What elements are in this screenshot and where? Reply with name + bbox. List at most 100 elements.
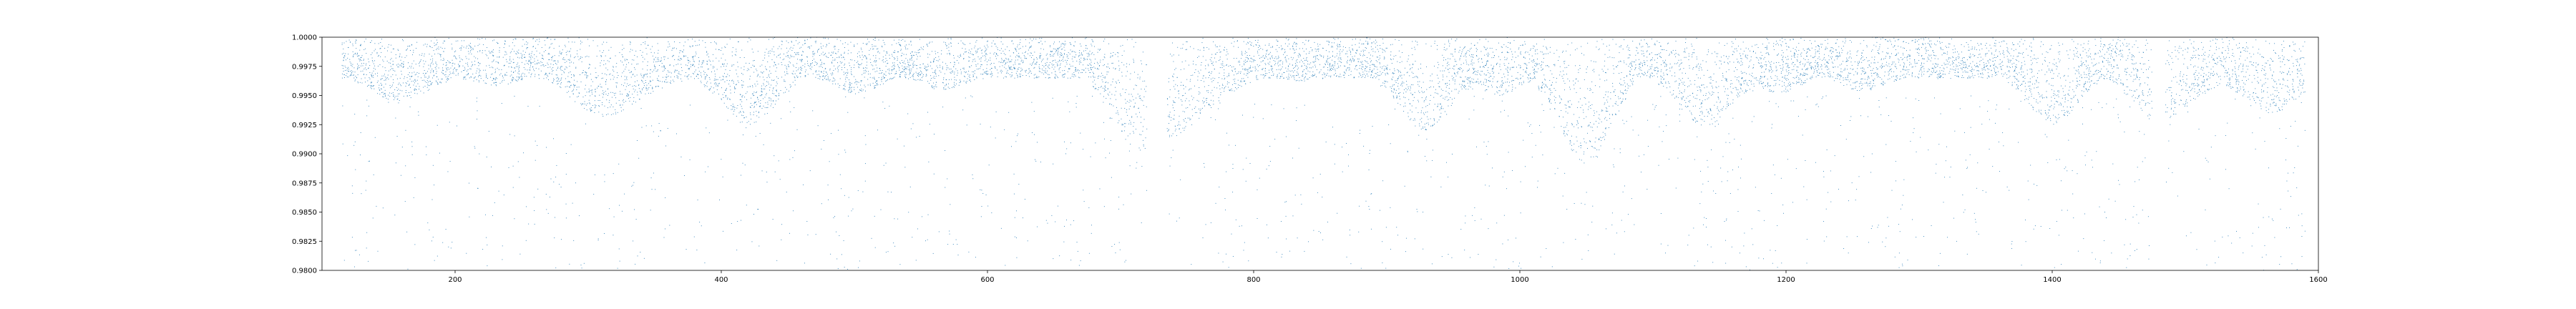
- scatter-point: [1441, 94, 1443, 96]
- scatter-point: [1926, 51, 1927, 52]
- scatter-point: [763, 79, 765, 81]
- scatter-point: [1823, 57, 1825, 59]
- scatter-point: [1660, 52, 1662, 54]
- scatter-point: [1966, 253, 1968, 255]
- scatter-point: [2043, 44, 2044, 45]
- scatter-point: [728, 75, 730, 77]
- scatter-point: [2051, 69, 2053, 70]
- scatter-point: [385, 94, 386, 96]
- scatter-point: [2182, 89, 2183, 90]
- scatter-point: [1787, 56, 1788, 57]
- scatter-point: [1896, 79, 1897, 80]
- scatter-point: [874, 247, 876, 248]
- scatter-point: [1101, 86, 1102, 87]
- scatter-point: [769, 99, 770, 101]
- scatter-point: [361, 82, 363, 84]
- scatter-point: [2007, 51, 2009, 52]
- scatter-point: [1568, 64, 1569, 66]
- scatter-point: [492, 80, 493, 81]
- scatter-point: [1231, 69, 1233, 71]
- scatter-point: [957, 56, 959, 57]
- scatter-point: [1839, 53, 1840, 54]
- scatter-point: [1906, 42, 1907, 43]
- scatter-point: [1266, 50, 1267, 51]
- scatter-point: [1906, 69, 1908, 71]
- scatter-point: [2278, 55, 2279, 57]
- scatter-point: [2026, 98, 2027, 99]
- scatter-point: [1891, 64, 1893, 65]
- scatter-point: [1438, 83, 1439, 84]
- scatter-point: [1497, 62, 1498, 64]
- scatter-point: [1087, 59, 1088, 60]
- scatter-point: [1805, 69, 1806, 71]
- scatter-point: [1118, 208, 1120, 210]
- scatter-point: [860, 47, 862, 49]
- scatter-point: [2226, 84, 2228, 85]
- scatter-point: [2037, 58, 2039, 59]
- scatter-point: [1182, 47, 1184, 49]
- scatter-point: [818, 49, 819, 50]
- scatter-point: [627, 59, 628, 61]
- scatter-point: [379, 89, 381, 91]
- scatter-point: [849, 82, 851, 84]
- scatter-point: [1885, 237, 1887, 239]
- scatter-point: [970, 95, 972, 97]
- scatter-point: [922, 74, 924, 75]
- scatter-point: [1372, 55, 1373, 57]
- scatter-point: [455, 69, 457, 70]
- scatter-point: [2263, 217, 2264, 218]
- scatter-point: [933, 173, 935, 175]
- scatter-point: [2281, 72, 2283, 74]
- scatter-point: [2145, 102, 2147, 104]
- scatter-point: [628, 95, 629, 97]
- scatter-point: [1870, 228, 1872, 230]
- scatter-point: [794, 79, 796, 81]
- scatter-point: [828, 79, 829, 81]
- scatter-point: [1602, 132, 1604, 133]
- scatter-point: [2129, 243, 2131, 245]
- scatter-point: [2031, 50, 2032, 52]
- scatter-point: [1762, 87, 1764, 89]
- scatter-point: [850, 89, 852, 91]
- scatter-point: [1917, 52, 1918, 54]
- scatter-point: [542, 57, 543, 59]
- scatter-point: [430, 81, 431, 82]
- scatter-point: [527, 42, 529, 44]
- scatter-point: [1667, 74, 1668, 75]
- scatter-point: [1135, 84, 1136, 86]
- scatter-point: [1744, 80, 1745, 82]
- scatter-point: [1657, 57, 1658, 59]
- scatter-point: [1002, 50, 1004, 52]
- scatter-point: [1010, 55, 1011, 57]
- scatter-point: [1202, 56, 1204, 57]
- scatter-point: [603, 64, 605, 66]
- scatter-point: [2134, 90, 2135, 92]
- scatter-point: [1941, 64, 1943, 66]
- scatter-point: [474, 61, 475, 62]
- scatter-point: [1361, 77, 1362, 78]
- scatter-point: [530, 65, 531, 67]
- scatter-point: [499, 82, 501, 84]
- scatter-point: [1745, 47, 1747, 49]
- scatter-point: [723, 66, 725, 67]
- scatter-point: [844, 195, 845, 196]
- scatter-point: [1896, 68, 1898, 69]
- scatter-point: [490, 77, 492, 78]
- scatter-point: [2210, 74, 2211, 76]
- scatter-point: [482, 44, 484, 46]
- scatter-point: [1298, 67, 1299, 69]
- scatter-point: [360, 45, 361, 46]
- scatter-point: [884, 44, 886, 45]
- scatter-point: [731, 64, 733, 66]
- scatter-point: [1101, 72, 1102, 74]
- scatter-point: [907, 64, 909, 65]
- scatter-point: [1630, 74, 1631, 75]
- scatter-point: [870, 62, 872, 63]
- scatter-point: [1654, 67, 1655, 69]
- scatter-point: [1992, 166, 1994, 167]
- scatter-point: [2284, 64, 2285, 65]
- scatter-point: [2055, 101, 2057, 102]
- scatter-point: [2279, 264, 2280, 265]
- scatter-point: [2290, 196, 2291, 197]
- scatter-point: [1646, 189, 1648, 190]
